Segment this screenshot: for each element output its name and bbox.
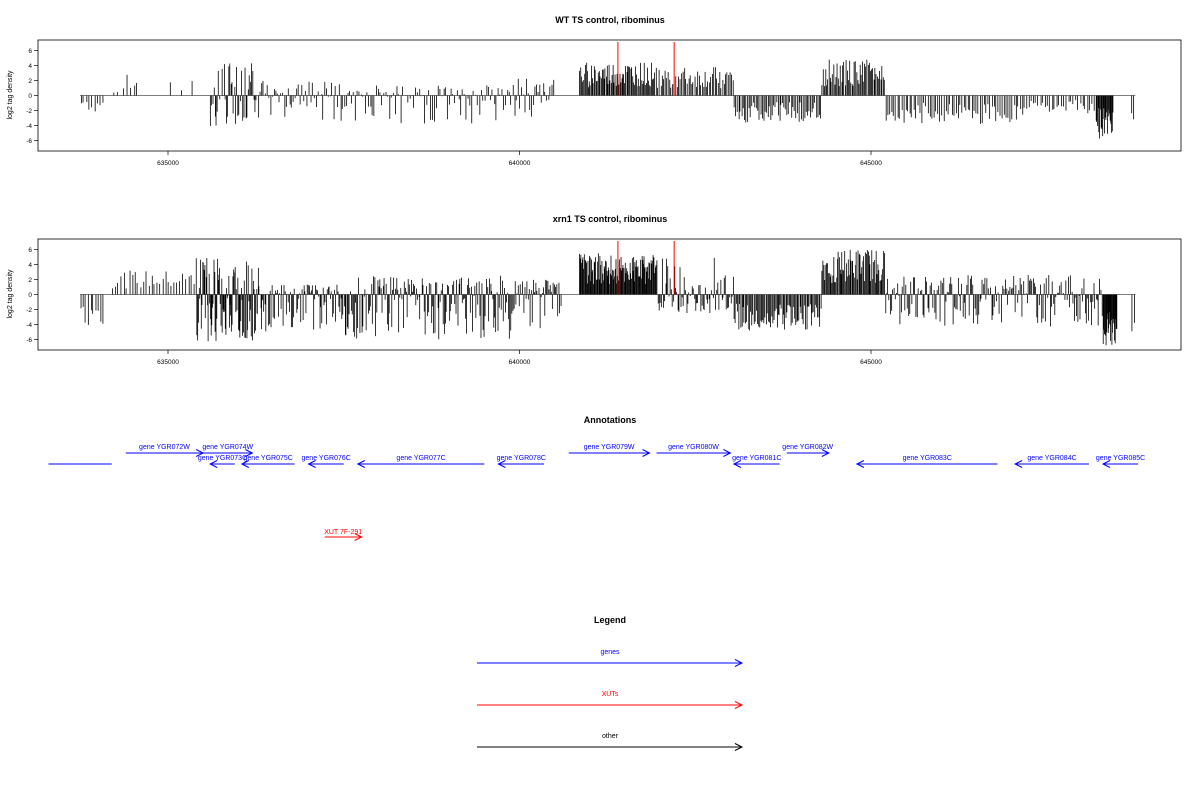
gene-arrow-head [356,460,366,468]
legend-item-label: genes [600,649,620,656]
xrn1-y-axis: -6 -4 -2 0 2 4 6 [26,247,38,344]
legend-item-label: other [602,733,619,740]
gene-arrow-head [497,460,506,468]
legend-arrow-head [734,701,744,709]
gene-label: gene YGR082W [782,444,833,451]
wt-panel-title: WT TS control, ribominus [555,15,665,25]
wt-density-bars [80,42,1136,139]
gene-label: gene YGR085C [1096,455,1145,462]
legend-items: genes XUTs other [477,649,744,751]
xrn1-density-panel: xrn1 TS control, ribominus log2 tag dens… [7,214,1182,366]
gene-arrow-head [240,460,250,468]
gene-label: gene YGR077C [396,455,445,462]
xut-arrow-head [354,533,363,541]
xrn1-y-tick-label: -2 [26,307,32,314]
xut-label: XUT 7F-291 [324,529,362,536]
xrn1-y-tick-label: -6 [26,337,32,344]
gene-arrow-head [855,460,865,468]
gene-label: gene YGR078C [497,455,546,462]
legend-title: Legend [594,615,626,625]
xut-track: XUT 7F-291 [324,529,363,541]
gene-arrow-head [307,460,316,468]
gene-label: gene YGR079W [584,444,635,451]
gene-arrow-head [732,460,742,468]
wt-y-tick-label: 6 [28,48,32,55]
gene-label: gene YGR076C [302,455,351,462]
xrn1-x-tick-label: 635000 [157,359,179,366]
gene-arrow-head [209,460,218,468]
gene-arrow-head [723,449,732,457]
legend-arrow-head [734,659,744,667]
wt-y-tick-label: -6 [26,138,32,145]
gene-arrow-head [1013,460,1023,468]
gene-arrow-head [245,449,254,457]
xrn1-x-axis: 635000 640000 645000 [157,350,882,366]
wt-y-tick-label: -4 [26,123,32,130]
legend-item-label: XUTs [602,691,619,698]
gene-label: gene YGR084C [1027,455,1076,462]
xrn1-x-tick-label: 645000 [860,359,882,366]
xrn1-density-bars [80,241,1136,346]
xrn1-y-tick-label: 2 [28,277,32,284]
xrn1-y-tick-label: 6 [28,247,32,254]
wt-y-tick-label: -2 [26,108,32,115]
annotations-track: Annotations gene YGR072W gene YGR074W gene… [48,415,1145,541]
annotations-title: Annotations [584,415,637,425]
gene-label: gene YGR074W [202,444,253,451]
xrn1-y-tick-label: -4 [26,322,32,329]
wt-density-panel: WT TS control, ribominus log2 tag densit… [7,15,1182,167]
gene-label: gene YGR072W [139,444,190,451]
wt-x-tick-label: 645000 [860,160,882,167]
xrn1-panel-title: xrn1 TS control, ribominus [553,214,668,224]
gene-label: gene YGR083C [903,455,952,462]
legend: Legend genes XUTs other [477,615,744,751]
wt-y-axis-label: log2 tag density [7,70,14,120]
wt-x-tick-label: 635000 [157,160,179,167]
xrn1-y-tick-label: 0 [28,292,32,299]
wt-y-axis: -6 -4 -2 0 2 4 6 [26,48,38,145]
gene-label: gene YGR075C [244,455,293,462]
wt-y-tick-label: 0 [28,93,32,100]
gene-label: gene YGR080W [668,444,719,451]
xrn1-y-tick-label: 4 [28,262,32,269]
wt-y-tick-label: 4 [28,63,32,70]
wt-x-axis: 635000 640000 645000 [157,151,882,167]
wt-x-tick-label: 640000 [509,160,531,167]
gene-label: gene YGR081C [732,455,781,462]
xrn1-y-axis-label: log2 tag density [7,269,14,319]
gene-arrow-head [1101,460,1111,468]
gene-arrow-head [642,449,651,457]
gene-label: gene YGR073C [198,455,247,462]
wt-y-tick-label: 2 [28,78,32,85]
gene-arrow-head [821,449,830,457]
xrn1-x-tick-label: 640000 [509,359,531,366]
legend-arrow-head [734,743,744,751]
